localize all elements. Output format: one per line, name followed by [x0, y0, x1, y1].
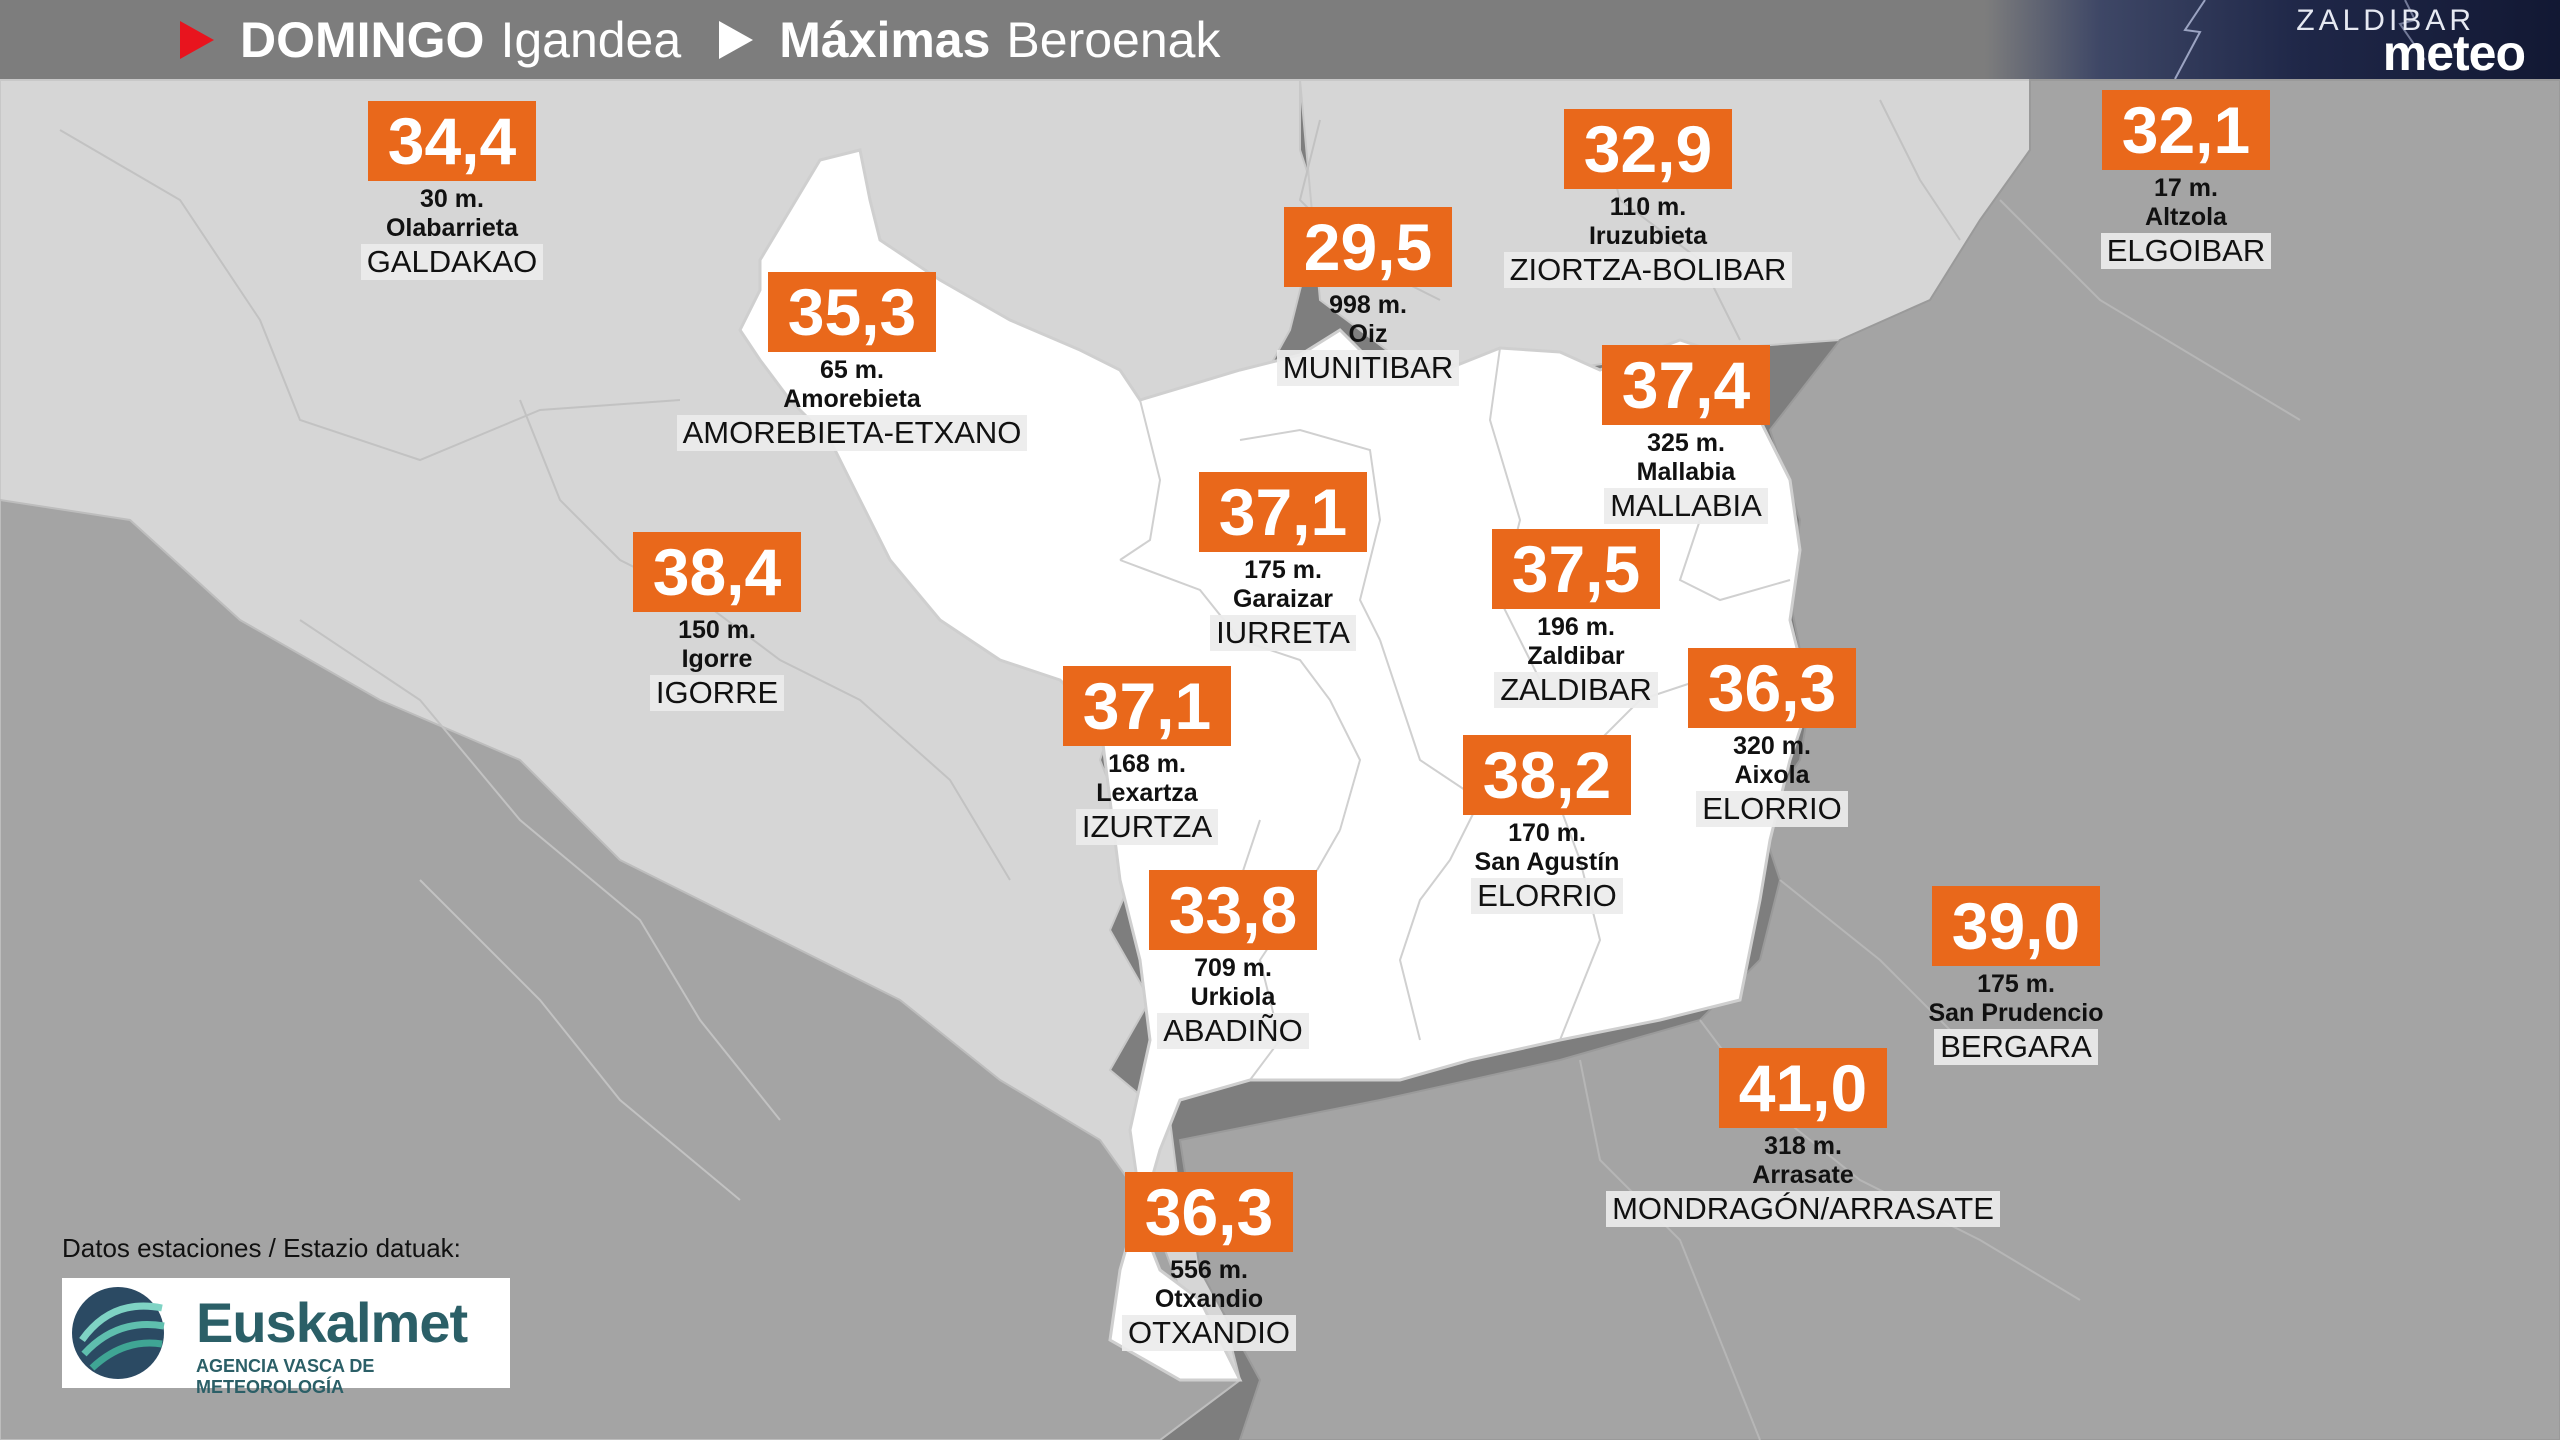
station-altitude: 30 m.: [420, 185, 484, 213]
station-altitude: 150 m.: [678, 616, 756, 644]
station-altitude: 998 m.: [1329, 291, 1407, 319]
station-arrasate: 41,0 318 m. Arrasate MONDRAGÓN/ARRASATE: [1593, 1048, 2013, 1227]
municipality-label: MUNITIBAR: [1276, 350, 1460, 386]
station-lexartza: 37,1 168 m. Lexartza IZURTZA: [937, 666, 1357, 845]
municipality-label: IZURTZA: [1075, 809, 1219, 845]
station-name: Altzola: [2145, 203, 2227, 231]
brand-main-text: meteo: [2382, 25, 2526, 79]
station-altitude: 320 m.: [1733, 732, 1811, 760]
station-altitude: 196 m.: [1537, 613, 1615, 641]
data-source-label: Datos estaciones / Estazio datuak:: [62, 1233, 461, 1263]
station-name: Arrasate: [1752, 1161, 1854, 1189]
station-garaizar: 37,1 175 m. Garaizar IURRETA: [1073, 472, 1493, 651]
title-es: Máximas: [779, 12, 991, 68]
temperature-box: 37,1: [1199, 472, 1367, 552]
temperature-box: 32,9: [1564, 109, 1732, 189]
station-name: Garaizar: [1232, 585, 1334, 613]
municipality-label: MONDRAGÓN/ARRASATE: [1606, 1191, 2000, 1227]
station-name: Amorebieta: [783, 385, 921, 413]
municipality-label: ELGOIBAR: [2100, 233, 2272, 269]
station-altitude: 709 m.: [1194, 954, 1272, 982]
municipality-label: BERGARA: [1934, 1029, 2098, 1065]
station-name: Oiz: [1348, 320, 1388, 348]
station-name: Lexartza: [1096, 779, 1198, 807]
play-arrow-icon: [719, 21, 754, 59]
day-label-eu: Igandea: [500, 12, 682, 68]
logo-name: Euskalmet: [196, 1291, 468, 1354]
station-altitude: 17 m.: [2154, 174, 2218, 202]
temperature-box: 36,3: [1688, 648, 1856, 728]
far-region-southwest: [0, 498, 1242, 1440]
station-altitude: 325 m.: [1647, 429, 1725, 457]
station-name: San Prudencio: [1928, 999, 2104, 1027]
station-name: Otxandio: [1154, 1285, 1264, 1313]
municipality-label: OTXANDIO: [1122, 1315, 1296, 1351]
station-altitude: 110 m.: [1609, 193, 1687, 221]
logo-subtitle: AGENCIA VASCA DE METEOROLOGÍA: [196, 1356, 375, 1397]
municipality-label: ZIORTZA-BOLIBAR: [1503, 252, 1793, 288]
municipality-label: ELORRIO: [1696, 791, 1848, 827]
municipality-label: IURRETA: [1210, 615, 1356, 651]
temperature-box: 36,3: [1125, 1172, 1293, 1252]
station-aixola: 36,3 320 m. Aixola ELORRIO: [1562, 648, 1982, 827]
station-san-agustin: 38,2 170 m. San Agustín ELORRIO: [1337, 735, 1757, 914]
station-urkiola: 33,8 709 m. Urkiola ABADIÑO: [1023, 870, 1443, 1049]
play-arrow-icon: [180, 21, 214, 59]
temperature-box: 39,0: [1932, 886, 2100, 966]
station-amorebieta: 35,3 65 m. Amorebieta AMOREBIETA-ETXANO: [642, 272, 1062, 451]
station-mallabia: 37,4 325 m. Mallabia MALLABIA: [1476, 345, 1896, 524]
station-name: Zaldibar: [1527, 642, 1625, 670]
brand-top-text: ZALDIBAR: [2296, 4, 2475, 37]
station-altitude: 65 m.: [820, 356, 884, 384]
temperature-box: 37,4: [1602, 345, 1770, 425]
day-label-es: DOMINGO: [240, 12, 485, 68]
municipality-label: ELORRIO: [1471, 878, 1623, 914]
station-oiz: 29,5 998 m. Oiz MUNITIBAR: [1158, 207, 1578, 386]
station-altitude: 168 m.: [1108, 750, 1186, 778]
temperature-box: 33,8: [1149, 870, 1317, 950]
municipality-label: GALDAKAO: [360, 244, 544, 280]
temperature-box: 38,4: [633, 532, 801, 612]
station-olabarrieta: 34,4 30 m. Olabarrieta GALDAKAO: [242, 101, 662, 280]
station-name: Olabarrieta: [385, 214, 518, 242]
municipality-label: ZALDIBAR: [1494, 672, 1658, 708]
lightning-icon: [2174, 0, 2426, 79]
station-altitude: 170 m.: [1508, 819, 1586, 847]
temperature-box: 37,5: [1492, 529, 1660, 609]
temperature-box: 41,0: [1719, 1048, 1887, 1128]
station-zaldibar: 37,5 196 m. Zaldibar ZALDIBAR: [1366, 529, 1786, 708]
station-altitude: 175 m.: [1977, 970, 2055, 998]
station-iruzubieta: 32,9 110 m. Iruzubieta ZIORTZA-BOLIBAR: [1438, 109, 1858, 288]
station-altzola: 32,1 17 m. Altzola ELGOIBAR: [1976, 90, 2396, 269]
euskalmet-globe-icon: [72, 1287, 165, 1379]
municipality-label: MALLABIA: [1604, 488, 1768, 524]
temperature-box: 34,4: [368, 101, 536, 181]
station-altitude: 556 m.: [1170, 1256, 1248, 1284]
station-altitude: 175 m.: [1244, 556, 1322, 584]
station-name: Mallabia: [1636, 458, 1736, 486]
station-igorre: 38,4 150 m. Igorre IGORRE: [507, 532, 927, 711]
header-title: DOMINGO Igandea Máximas Beroenak: [180, 8, 1220, 72]
station-name: Iruzubieta: [1588, 222, 1708, 250]
municipality-label: IGORRE: [649, 675, 785, 711]
temperature-box: 29,5: [1284, 207, 1452, 287]
temperature-box: 37,1: [1063, 666, 1231, 746]
station-name: San Agustín: [1474, 848, 1620, 876]
temperature-box: 35,3: [768, 272, 936, 352]
temperature-box: 32,1: [2102, 90, 2270, 170]
municipality-label: AMOREBIETA-ETXANO: [676, 415, 1028, 451]
municipality-label: ABADIÑO: [1157, 1013, 1309, 1049]
station-altitude: 318 m.: [1764, 1132, 1842, 1160]
station-otxandio: 36,3 556 m. Otxandio OTXANDIO: [999, 1172, 1419, 1351]
euskalmet-logo: Euskalmet AGENCIA VASCA DE METEOROLOGÍA: [62, 1278, 510, 1397]
brand-logo: ZALDIBAR meteo: [1985, 0, 2560, 79]
station-name: Igorre: [681, 645, 753, 673]
title-eu: Beroenak: [1006, 12, 1221, 68]
station-name: Urkiola: [1190, 983, 1276, 1011]
station-name: Aixola: [1734, 761, 1810, 789]
station-san-prudencio: 39,0 175 m. San Prudencio BERGARA: [1806, 886, 2226, 1065]
temperature-box: 38,2: [1463, 735, 1631, 815]
